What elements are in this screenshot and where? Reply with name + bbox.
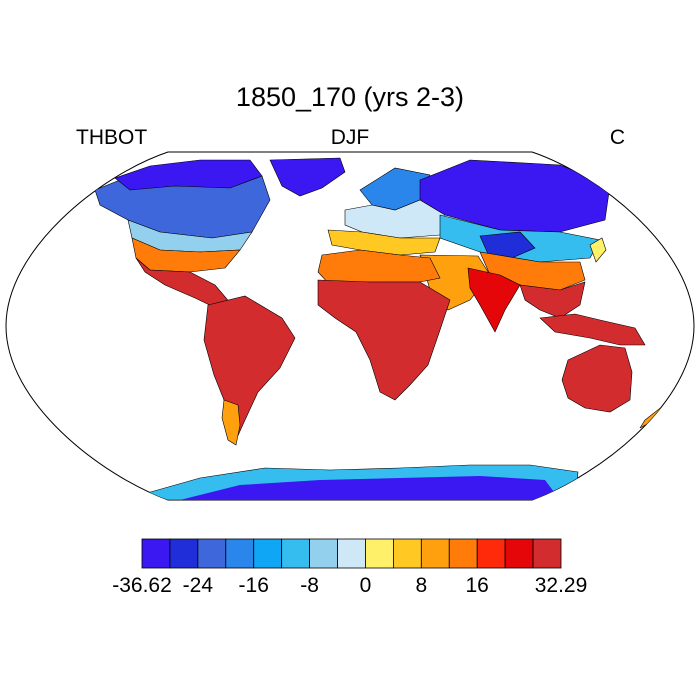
colorbar-box (169, 538, 199, 569)
season-label: DJF (330, 126, 370, 149)
plot-title: 1850_170 (yrs 2-3) (235, 82, 465, 112)
region-antarctica-interior (180, 476, 560, 500)
colorbar-box (337, 538, 366, 569)
colorbar (141, 538, 562, 569)
region-north-africa (317, 249, 441, 286)
colorbar-tick-label: -16 (238, 574, 269, 597)
colorbar-box (420, 538, 450, 569)
colorbar-box (504, 538, 534, 569)
region-arctic-canada (114, 159, 263, 191)
region-indonesia (539, 313, 646, 346)
colorbar-tick-label: 0 (359, 574, 372, 597)
region-africa (317, 279, 451, 401)
region-tibet (479, 231, 536, 259)
colorbar-box (197, 538, 227, 569)
colorbar-box (141, 538, 171, 569)
colorbar-box (281, 538, 310, 569)
variable-label: THBOT (76, 126, 148, 149)
colorbar-box (532, 538, 562, 569)
region-patagonia (221, 399, 241, 446)
colorbar-tick-label: 8 (415, 574, 428, 597)
region-greenland (269, 157, 346, 197)
region-india (467, 267, 521, 333)
colorbar-box (253, 538, 283, 569)
region-southeast-asia (519, 281, 586, 319)
colorbar-tick-label: -24 (182, 574, 214, 597)
units-label: C (609, 126, 625, 149)
colorbar-tick-label: 32.29 (534, 574, 588, 597)
colorbar-tick-label: -8 (300, 574, 319, 597)
colorbar-box (365, 538, 394, 569)
region-australia (561, 344, 633, 413)
colorbar-box (309, 538, 338, 569)
colorbar-box (448, 538, 478, 569)
colorbar-box (225, 538, 255, 569)
colorbar-box (392, 538, 422, 569)
colorbar-tick-label: -36.62 (112, 574, 172, 597)
region-europe-south (327, 229, 441, 256)
region-japan (589, 237, 607, 263)
colorbar-box (476, 538, 506, 569)
colorbar-tick-label: 16 (465, 574, 489, 597)
